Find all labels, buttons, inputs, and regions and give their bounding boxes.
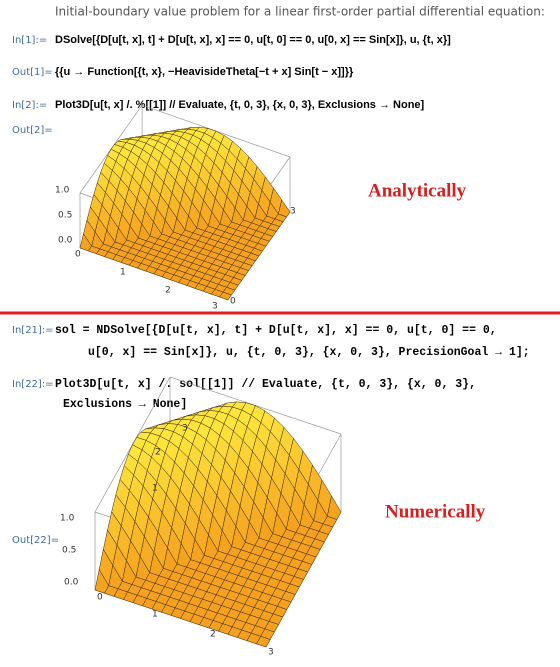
cell-code: sol = NDSolve[{D[u[t, x], t] + D[u[t, x]… bbox=[55, 324, 497, 337]
cell-code: DSolve[{D[u[t, x], t] + D[u[t, x], x] ==… bbox=[55, 34, 451, 46]
cell-code: {{u → Function[{t, x}, −HeavisideTheta[−… bbox=[55, 66, 354, 78]
cell-label: Out[22]= bbox=[12, 535, 59, 546]
cell-code: Plot3D[u[t, x] /. %[[1]] // Evaluate, {t… bbox=[55, 99, 425, 111]
tick-label: 3 bbox=[182, 424, 188, 434]
cell-label: In[1]:= bbox=[12, 35, 47, 46]
annotation: Analytically bbox=[368, 180, 467, 201]
cell-label: Out[1]= bbox=[12, 67, 53, 78]
tick-label: 3 bbox=[212, 302, 218, 312]
cell-label: Out[2]= bbox=[12, 125, 53, 136]
surface-patch bbox=[256, 636, 271, 648]
cell-code: Plot3D[u[t, x] /. sol[[1]] // Evaluate, … bbox=[55, 378, 476, 391]
tick-label: 1.0 bbox=[60, 514, 75, 524]
cell-code: u[0, x] == Sin[x]}, u, {t, 0, 3}, {x, 0,… bbox=[88, 346, 530, 359]
plot3d bbox=[79, 104, 291, 301]
annotation: Numerically bbox=[385, 501, 486, 522]
tick-label: 1.0 bbox=[55, 186, 70, 196]
plot3d bbox=[94, 376, 342, 648]
tick-label: 1 bbox=[120, 268, 126, 278]
cell-code: Exclusions → None] bbox=[63, 398, 187, 411]
tick-label: 3 bbox=[268, 648, 274, 658]
tick-label: 0 bbox=[230, 297, 236, 307]
cell-label: In[2]:= bbox=[12, 100, 47, 111]
tick-label: 0.0 bbox=[58, 236, 73, 246]
surface-patch bbox=[219, 291, 232, 301]
tick-label: 3 bbox=[290, 207, 296, 217]
tick-label: 0.5 bbox=[58, 211, 72, 221]
cell-label: In[22]:= bbox=[12, 379, 54, 390]
tick-label: 1 bbox=[152, 484, 158, 494]
cell-label: In[21]:= bbox=[12, 325, 54, 336]
tick-label: 0.0 bbox=[64, 578, 79, 588]
tick-label: 0 bbox=[97, 593, 103, 603]
tick-label: 2 bbox=[210, 630, 216, 640]
tick-label: 0 bbox=[75, 250, 81, 260]
tick-label: 1 bbox=[152, 610, 158, 620]
tick-label: 2 bbox=[165, 286, 171, 296]
tick-label: 0.5 bbox=[62, 546, 76, 556]
header: Initial-boundary value problem for a lin… bbox=[55, 5, 545, 19]
tick-label: 2 bbox=[155, 448, 161, 458]
